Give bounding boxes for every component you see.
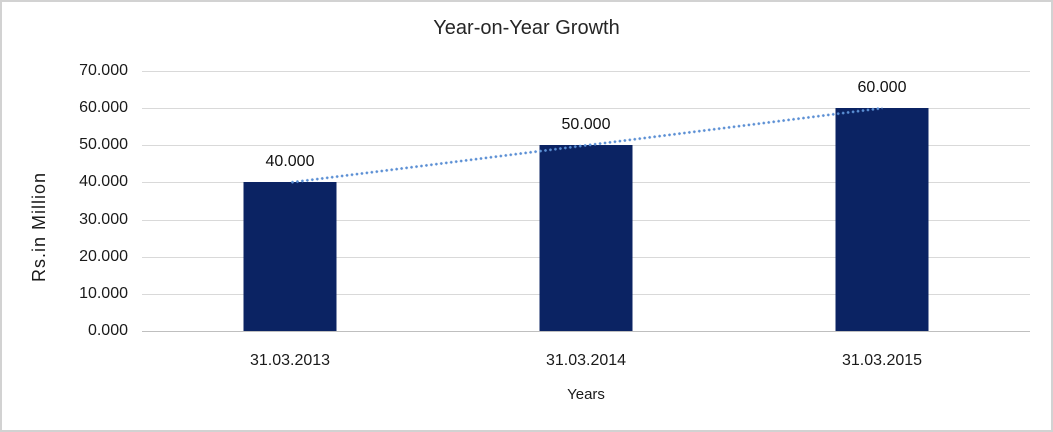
- x-axis-title: Years: [567, 386, 605, 403]
- bar-value-label: 40.000: [265, 153, 315, 171]
- y-axis-tick-label: 50.000: [79, 136, 128, 154]
- y-gridline: [142, 108, 1030, 110]
- bar-slot: 40.000: [142, 71, 438, 331]
- bar-slot: 50.000: [438, 71, 734, 331]
- bar: [539, 145, 633, 331]
- y-gridline: [142, 71, 1030, 72]
- chart-title: Year-on-Year Growth: [433, 17, 620, 39]
- x-axis-tick-label: 31.03.2013: [249, 352, 331, 369]
- bar: [243, 182, 337, 331]
- y-axis-tick-label: 0.000: [87, 322, 128, 339]
- y-axis-tick-label: 40.000: [79, 173, 128, 191]
- bar-value-label: 50.000: [561, 116, 611, 134]
- y-axis-tick-label: 70.000: [79, 62, 128, 79]
- bar-slot: 60.000: [734, 71, 1030, 331]
- y-axis-tick-label: 60.000: [79, 99, 128, 117]
- bar-value-label: 60.000: [857, 79, 907, 97]
- plot-area: 40.000 50.000 60.000: [142, 71, 1030, 332]
- y-axis-tick-label: 10.000: [79, 284, 128, 302]
- x-axis-tick-label: 31.03.2014: [545, 352, 627, 369]
- y-axis-tick-label: 20.000: [79, 247, 128, 265]
- x-axis-tick-label: 31.03.2015: [841, 352, 923, 369]
- y-axis-tick-label: 30.000: [79, 210, 128, 228]
- bar: [835, 108, 929, 331]
- x-axis-line: [142, 331, 1030, 332]
